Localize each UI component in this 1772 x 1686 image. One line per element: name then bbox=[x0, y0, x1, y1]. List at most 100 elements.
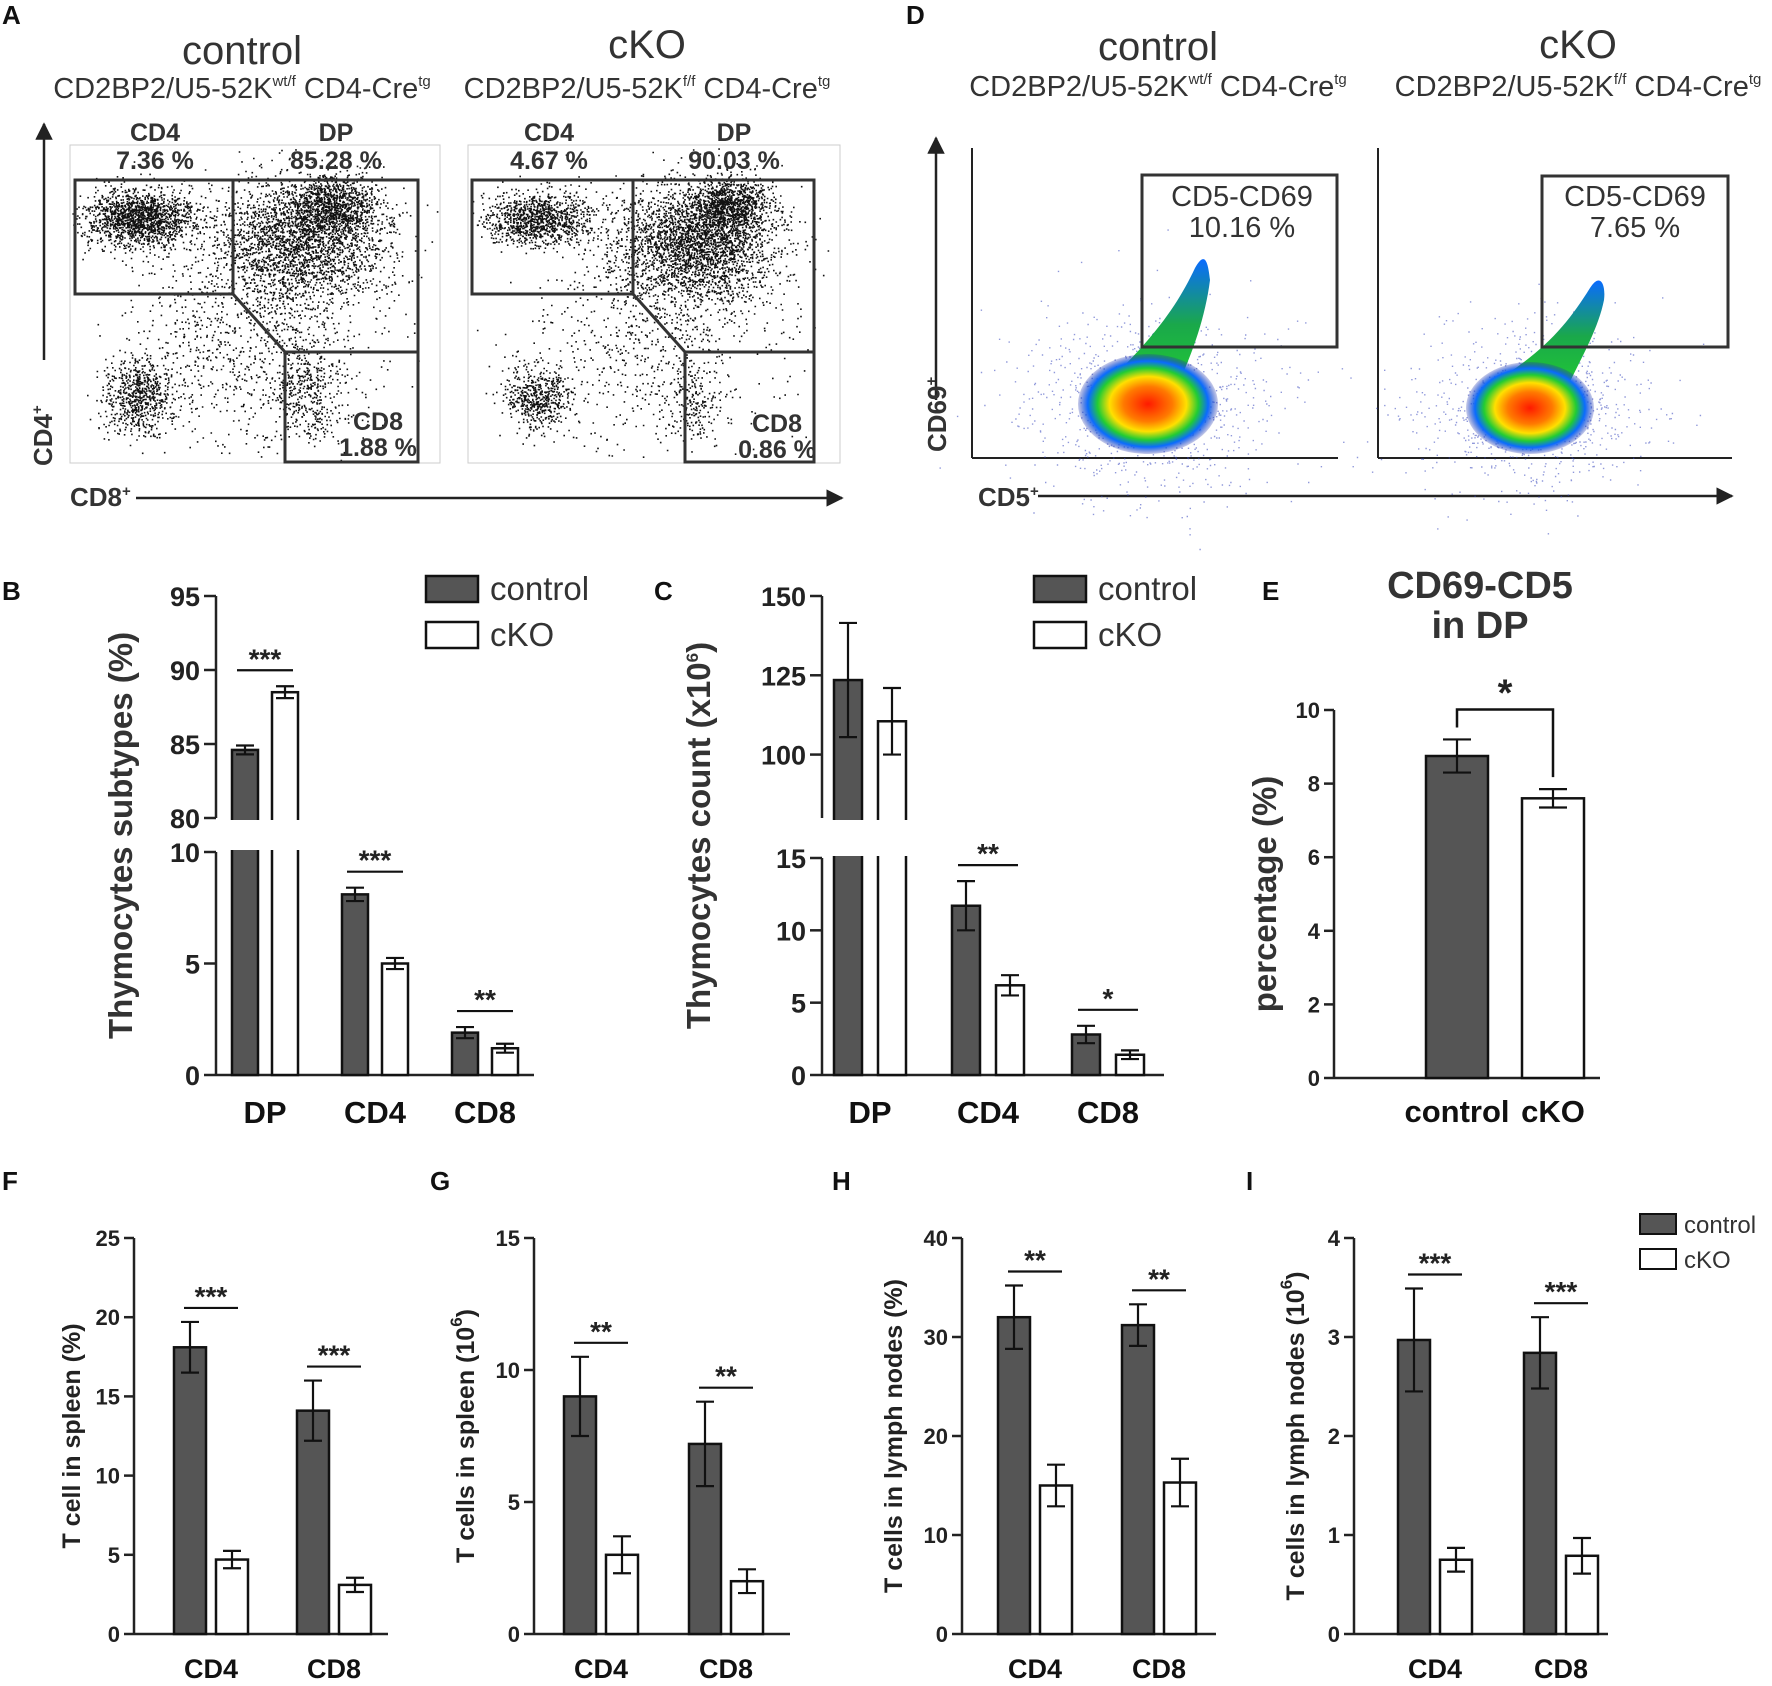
y-tick-label: 10 bbox=[776, 916, 806, 946]
y-tick-label: 2 bbox=[1328, 1424, 1340, 1449]
significance-label: *** bbox=[249, 643, 282, 674]
legend-swatch-cko bbox=[424, 620, 480, 650]
category-label: CD4 bbox=[344, 1095, 407, 1130]
panel-d-control-gate-name: CD5-CD69 bbox=[1171, 181, 1313, 213]
category-label: CD4 bbox=[1408, 1654, 1462, 1684]
error-bar bbox=[839, 621, 857, 739]
panel-label-e: E bbox=[1262, 576, 1279, 606]
panel-label-d: D bbox=[906, 0, 925, 30]
bar-cko bbox=[994, 984, 1026, 1077]
bar-control bbox=[295, 1409, 331, 1636]
chart-c: 0 5 10 15 100 125 150 DP CD4 ** CD8 * Thymocytes cou… bbox=[680, 570, 1197, 1130]
legend-swatch-cko bbox=[1639, 1248, 1677, 1270]
axis-break bbox=[268, 820, 302, 850]
panel-a-control-header: control CD2BP2/U5-52Kwt/f CD4-Cretg bbox=[53, 29, 431, 105]
bar-cko bbox=[214, 1558, 250, 1636]
panel-a-cko-plot: CD4 4.67 % DP 90.03 % CD8 0.86 % bbox=[467, 119, 841, 464]
y-tick-label: 0 bbox=[185, 1061, 200, 1091]
error-bar bbox=[957, 880, 975, 932]
y-tick-label: 20 bbox=[96, 1305, 120, 1330]
y-tick-label: 5 bbox=[185, 950, 200, 980]
y-tick-label: 4 bbox=[1328, 1226, 1341, 1251]
bar-control bbox=[172, 1346, 208, 1636]
legend-swatch-cko bbox=[1032, 620, 1088, 650]
error-bar bbox=[571, 1355, 589, 1438]
error-bar bbox=[1001, 974, 1019, 997]
panel-d-cko-genotype: CD2BP2/U5-52Kf/f CD4-Cretg bbox=[1395, 71, 1762, 103]
panel-a-control-gate-cd8-name: CD8 bbox=[353, 408, 403, 436]
significance-label: ** bbox=[1024, 1245, 1046, 1276]
y-tick-label: 5 bbox=[508, 1490, 520, 1515]
y-tick-label: 25 bbox=[96, 1226, 120, 1251]
legend-swatch-control bbox=[1639, 1213, 1677, 1235]
panel-a-control-gate-cd8 bbox=[283, 350, 420, 464]
error-bar bbox=[304, 1379, 322, 1442]
y-axis-label: T cell in spleen (%) bbox=[58, 1323, 86, 1548]
category-label: cKO bbox=[1521, 1094, 1585, 1129]
panel-d-control-gate-value: 10.16 % bbox=[1189, 212, 1295, 244]
panel-d-cko-header: cKO CD2BP2/U5-52Kf/f CD4-Cretg bbox=[1395, 23, 1762, 103]
flow-events bbox=[471, 148, 830, 459]
error-bar bbox=[456, 1025, 474, 1040]
legend: control cKO bbox=[1032, 570, 1197, 653]
category-label: DP bbox=[848, 1095, 891, 1130]
panel-label-i: I bbox=[1246, 1166, 1253, 1196]
chart-g: 0 5 10 15 CD4 ** CD8 ** T cells in spleen (106) bbox=[447, 1226, 790, 1684]
y-tick-label: 3 bbox=[1328, 1325, 1340, 1350]
panel-d-cko-gate-name: CD5-CD69 bbox=[1564, 181, 1706, 213]
y-tick-label: 0 bbox=[108, 1622, 120, 1647]
panel-a-cko-events bbox=[471, 148, 830, 459]
error-bar bbox=[386, 956, 404, 971]
y-tick-label: 0 bbox=[791, 1061, 806, 1091]
y-tick-label: 150 bbox=[761, 582, 806, 612]
category-label: control bbox=[1404, 1094, 1509, 1129]
panel-a-cko-gate-cd4-value: 4.67 % bbox=[510, 147, 588, 175]
bar-control bbox=[950, 904, 982, 1077]
panel-a-y-label: CD4+ bbox=[28, 405, 58, 466]
panel-d-cko-density bbox=[1350, 280, 1705, 535]
y-tick-label: 80 bbox=[170, 804, 200, 834]
category-label: CD8 bbox=[1077, 1095, 1139, 1130]
density-core bbox=[1466, 362, 1594, 454]
chart-b: 0 5 10 80 85 90 95 DP *** CD4 *** CD8 ** Thymocytes s… bbox=[102, 570, 589, 1130]
y-tick-label: 10 bbox=[170, 838, 200, 868]
category-label: CD8 bbox=[307, 1654, 361, 1684]
panel-a-control-gate-cd8-value: 1.88 % bbox=[339, 434, 417, 462]
panel-d-cko-title: cKO bbox=[1539, 23, 1617, 67]
panel-a-cko-genotype: CD2BP2/U5-52Kf/f CD4-Cretg bbox=[464, 73, 831, 105]
legend-label-cko: cKO bbox=[490, 616, 554, 653]
error-bar bbox=[1443, 738, 1471, 774]
panel-a-control-gate-cd4-name: CD4 bbox=[130, 119, 180, 147]
category-label: CD8 bbox=[699, 1654, 753, 1684]
bar-cko bbox=[1520, 797, 1586, 1080]
panel-a-control-title: control bbox=[182, 29, 302, 73]
bar-cko bbox=[1038, 1484, 1074, 1636]
y-tick-label: 100 bbox=[761, 741, 806, 771]
y-axis-label: T cells in lymph nodes (106) bbox=[1277, 1272, 1310, 1601]
panel-a-cko-gate-cd8-value: 0.86 % bbox=[738, 436, 816, 464]
category-label: CD8 bbox=[1132, 1654, 1186, 1684]
panel-label-g: G bbox=[430, 1166, 450, 1196]
panel-a: A control CD2BP2/U5-52Kwt/f CD4-Cretg cK… bbox=[2, 0, 844, 512]
legend-label-control: control bbox=[1684, 1212, 1756, 1239]
y-tick-label: 10 bbox=[496, 1358, 520, 1383]
panel-a-cko-gate-dp-value: 90.03 % bbox=[688, 147, 780, 175]
panel-d-control-title: control bbox=[1098, 25, 1218, 69]
category-label: CD4 bbox=[1008, 1654, 1062, 1684]
category-label: CD4 bbox=[574, 1654, 628, 1684]
y-tick-label: 0 bbox=[508, 1622, 520, 1647]
error-bar bbox=[1531, 1316, 1549, 1390]
panel-label-b: B bbox=[2, 576, 21, 606]
panel-a-cko-gate-cd4-name: CD4 bbox=[524, 119, 574, 147]
panel-d-y-label: CD69+ bbox=[922, 377, 952, 452]
panel-a-cko-gate-cd8-name: CD8 bbox=[752, 410, 802, 438]
legend-label-control: control bbox=[490, 570, 589, 607]
y-tick-label: 0 bbox=[1308, 1066, 1320, 1091]
panel-label-c: C bbox=[654, 576, 673, 606]
error-bar bbox=[1005, 1284, 1023, 1350]
panel-a-control-genotype: CD2BP2/U5-52Kwt/f CD4-Cretg bbox=[53, 73, 431, 105]
axis-break bbox=[830, 820, 866, 856]
y-tick-label: 15 bbox=[496, 1226, 520, 1251]
bar-control bbox=[1522, 1351, 1558, 1636]
chart-i: 0 1 2 3 4 CD4 *** CD8 *** T cells in lymph nodes … bbox=[1277, 1212, 1756, 1684]
